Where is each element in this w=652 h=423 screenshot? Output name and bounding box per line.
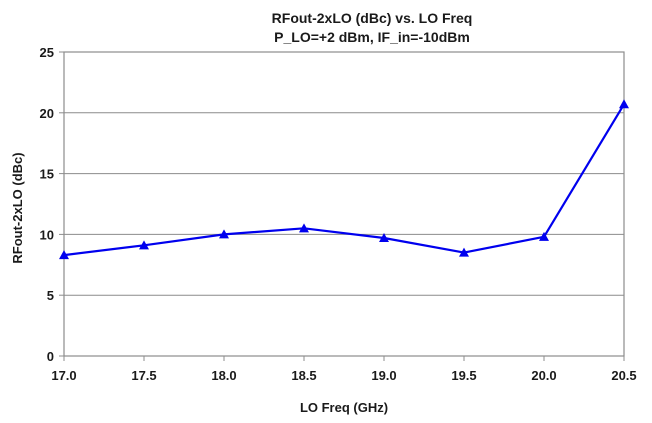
x-tick-label: 18.5 <box>291 368 316 383</box>
plot-area <box>63 51 625 357</box>
y-axis-label: RFout-2xLO (dBc) <box>10 152 25 263</box>
x-tick-label: 18.0 <box>211 368 236 383</box>
x-axis-label: LO Freq (GHz) <box>300 400 388 415</box>
series-group <box>59 99 629 260</box>
data-point-marker <box>299 223 309 233</box>
chart-subtitle: P_LO=+2 dBm, IF_in=-10dBm <box>274 29 470 45</box>
data-point-marker <box>219 229 229 239</box>
x-tick-label: 19.0 <box>371 368 396 383</box>
y-axis-ticks: 0 5 10 15 20 25 <box>40 45 64 364</box>
y-tick-label: 25 <box>40 45 54 60</box>
data-point-marker <box>539 231 549 241</box>
x-tick-label: 17.5 <box>131 368 156 383</box>
x-axis-ticks: 17.0 17.5 18.0 18.5 19.0 19.5 20.0 20.5 <box>51 356 637 383</box>
x-tick-label: 17.0 <box>51 368 76 383</box>
x-tick-label: 19.5 <box>451 368 476 383</box>
data-point-marker <box>59 250 69 260</box>
y-tick-label: 5 <box>47 288 54 303</box>
gridlines <box>64 51 624 357</box>
y-tick-label: 0 <box>47 349 54 364</box>
y-tick-label: 20 <box>40 106 54 121</box>
y-tick-label: 10 <box>40 227 54 242</box>
data-point-marker <box>139 240 149 250</box>
chart-title: RFout-2xLO (dBc) vs. LO Freq <box>272 10 473 26</box>
x-tick-label: 20.5 <box>611 368 636 383</box>
data-point-marker <box>459 247 469 257</box>
series-line <box>63 103 625 257</box>
data-point-marker <box>379 233 389 243</box>
data-point-marker <box>619 99 629 109</box>
x-tick-label: 20.0 <box>531 368 556 383</box>
y-tick-label: 15 <box>40 167 54 182</box>
